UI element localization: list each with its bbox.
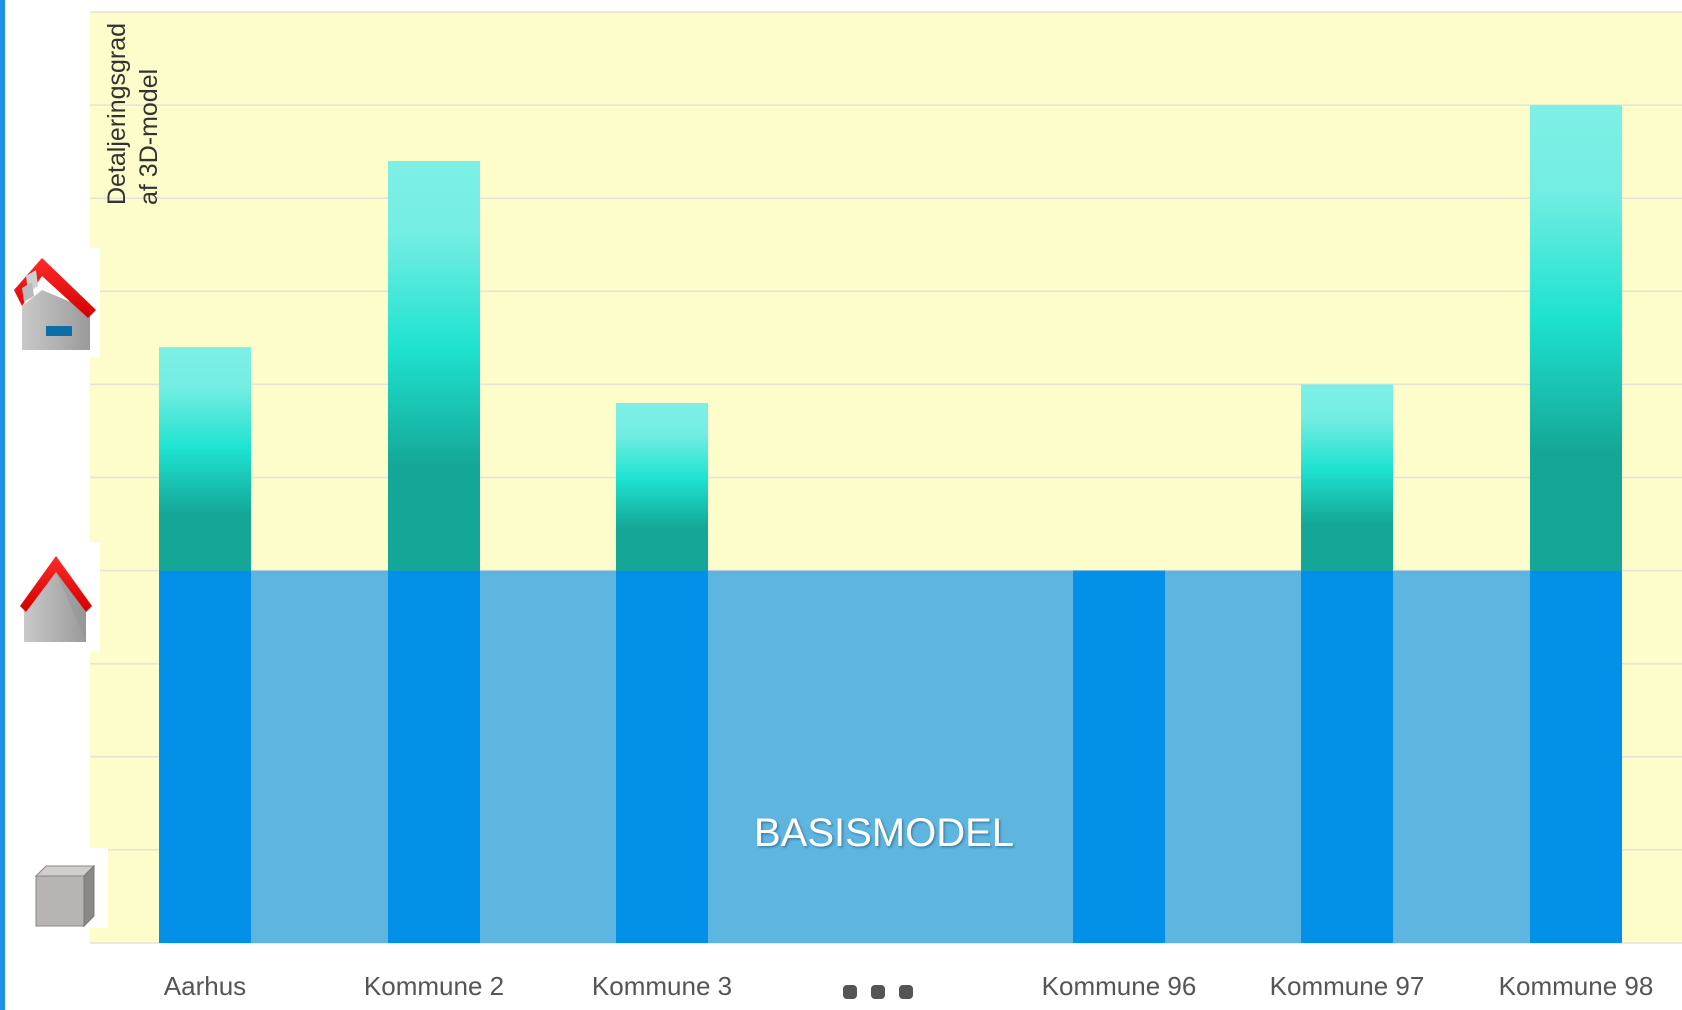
bar-base-6 — [1530, 570, 1622, 943]
bar-detail-5 — [1301, 384, 1393, 571]
y-axis-label: Detaljeringsgrad af 3D-model — [103, 16, 163, 205]
category-label: Kommune 3 — [592, 971, 732, 1001]
ellipsis-dot — [871, 985, 885, 999]
ellipsis-dot — [843, 985, 857, 999]
basismodel-label: BASISMODEL — [754, 811, 1014, 855]
bar-detail-2 — [388, 160, 480, 571]
ellipsis-dot — [899, 985, 913, 999]
category-label: Kommune 98 — [1499, 971, 1654, 1001]
ellipsis-text: ••• — [0, 0, 2, 1]
basismodel-band — [159, 570, 1622, 943]
bar-base-4 — [1073, 570, 1165, 943]
ellipsis-dots — [843, 985, 913, 999]
bar-detail-1 — [159, 347, 251, 571]
category-label: Kommune 96 — [1042, 971, 1197, 1001]
bar-base-2 — [388, 570, 480, 943]
simple-house-icon — [8, 542, 100, 652]
bar-base-5 — [1301, 570, 1393, 943]
category-label: Kommune 97 — [1270, 971, 1425, 1001]
bar-detail-6 — [1530, 105, 1622, 571]
left-border — [0, 0, 5, 1010]
y-axis-label-line2: af 3D-model — [135, 69, 163, 205]
y-axis-label-line1: Detaljeringsgrad — [103, 23, 131, 205]
bars — [159, 105, 1622, 943]
bar-base-3 — [616, 570, 708, 943]
category-label: Aarhus — [164, 971, 246, 1001]
category-label: Kommune 2 — [364, 971, 504, 1001]
detailed-house-icon — [8, 248, 100, 358]
bar-detail-3 — [616, 403, 708, 571]
cube-icon — [20, 848, 108, 928]
category-labels: Aarhus Kommune 2 Kommune 3 Kommune 96 Kommun… — [164, 971, 1654, 1001]
bar-base-1 — [159, 570, 251, 943]
